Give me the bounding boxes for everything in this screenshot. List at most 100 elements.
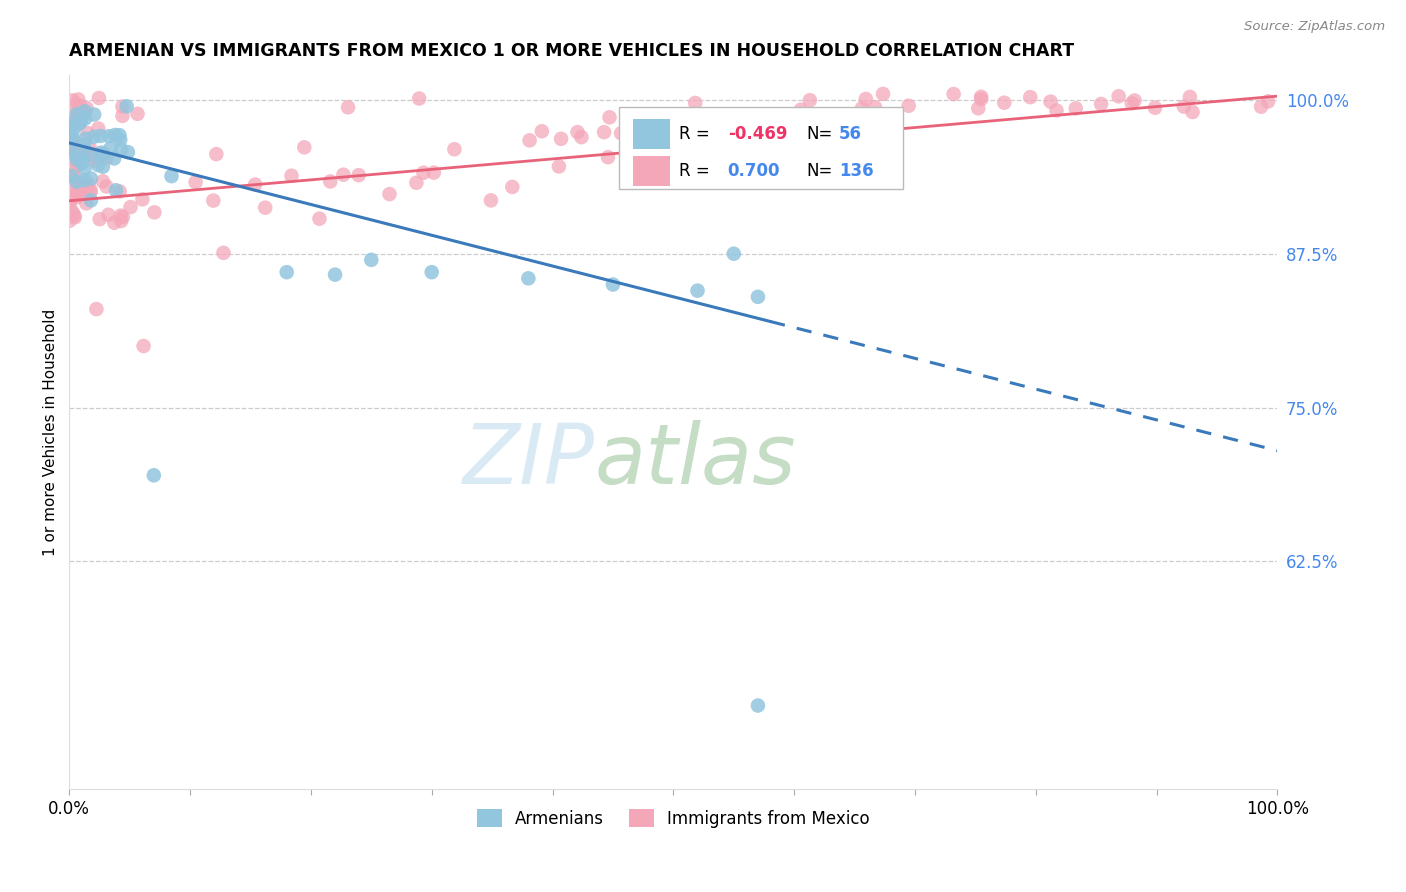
Point [184, 175, 207, 189]
Point [501, 180, 523, 194]
Point [59, 172, 82, 186]
Point [567, 125, 589, 139]
Point [111, 100, 134, 114]
Point [75, 112, 97, 126]
Point [420, 265, 443, 279]
Point [1121, 96, 1143, 111]
Point [76, 101, 98, 115]
Point [280, 169, 302, 183]
Point [550, 132, 572, 146]
Point [62, 189, 84, 203]
Point [337, 100, 360, 114]
Point [67, 103, 90, 118]
Point [332, 168, 354, 182]
Point [67, 174, 90, 188]
Point [681, 140, 703, 154]
Point [60, 115, 83, 129]
Point [70, 156, 93, 170]
Point [65, 161, 87, 175]
Point [58, 151, 80, 165]
Point [72, 153, 94, 167]
Point [59, 117, 82, 131]
Text: 56: 56 [839, 125, 862, 143]
Point [63, 211, 86, 225]
Point [593, 125, 616, 139]
Text: -0.469: -0.469 [728, 125, 787, 143]
Text: 136: 136 [839, 162, 873, 180]
Point [83, 153, 105, 168]
Point [60, 112, 83, 127]
Point [967, 101, 990, 115]
Point [73, 161, 96, 175]
Point [110, 214, 132, 228]
Point [63, 160, 86, 174]
Point [62, 132, 84, 146]
Point [323, 268, 346, 282]
Point [63, 149, 86, 163]
Point [65, 182, 87, 196]
Point [76, 126, 98, 140]
Point [69, 113, 91, 128]
Point [519, 133, 541, 147]
Point [66, 107, 89, 121]
Point [59, 126, 82, 140]
Point [942, 87, 965, 101]
Point [59, 130, 82, 145]
Point [650, 120, 672, 135]
Text: R =: R = [679, 125, 716, 143]
Point [319, 174, 342, 188]
Point [69, 99, 91, 113]
Point [80, 194, 103, 208]
Point [75, 143, 97, 157]
Text: ARMENIAN VS IMMIGRANTS FROM MEXICO 1 OR MORE VEHICLES IN HOUSEHOLD CORRELATION C: ARMENIAN VS IMMIGRANTS FROM MEXICO 1 OR … [69, 42, 1074, 60]
Point [851, 101, 873, 115]
Point [62, 110, 84, 124]
Text: atlas: atlas [595, 420, 796, 501]
Point [67, 186, 90, 200]
Point [80, 171, 103, 186]
Point [58, 108, 80, 122]
Point [669, 130, 692, 145]
Legend: Armenians, Immigrants from Mexico: Armenians, Immigrants from Mexico [470, 803, 877, 834]
Point [202, 194, 225, 208]
Point [254, 201, 277, 215]
Point [160, 169, 183, 183]
Point [59, 194, 82, 209]
Point [110, 142, 132, 156]
Point [688, 120, 710, 134]
Point [1123, 94, 1146, 108]
Point [872, 87, 894, 101]
Point [73, 173, 96, 187]
Point [67, 93, 90, 107]
Point [143, 205, 166, 219]
Point [127, 107, 149, 121]
Point [86, 302, 108, 317]
Point [62, 133, 84, 147]
Point [76, 180, 98, 194]
Point [62, 123, 84, 137]
Point [131, 192, 153, 206]
Point [205, 147, 228, 161]
Point [59, 139, 82, 153]
Point [73, 106, 96, 120]
Text: ZIP: ZIP [463, 420, 595, 501]
Point [110, 209, 132, 223]
Point [104, 183, 127, 197]
Point [747, 698, 769, 713]
Point [360, 252, 382, 267]
Point [97, 208, 120, 222]
Point [77, 148, 100, 162]
Point [1090, 97, 1112, 112]
Point [308, 211, 330, 226]
Point [103, 152, 125, 166]
Bar [619, 107, 903, 189]
Point [73, 137, 96, 152]
Point [87, 158, 110, 172]
Point [60, 169, 83, 183]
Point [58, 214, 80, 228]
Bar [634, 156, 669, 186]
Point [62, 206, 84, 220]
Point [89, 128, 111, 143]
Text: Source: ZipAtlas.com: Source: ZipAtlas.com [1244, 20, 1385, 33]
Point [993, 95, 1015, 110]
